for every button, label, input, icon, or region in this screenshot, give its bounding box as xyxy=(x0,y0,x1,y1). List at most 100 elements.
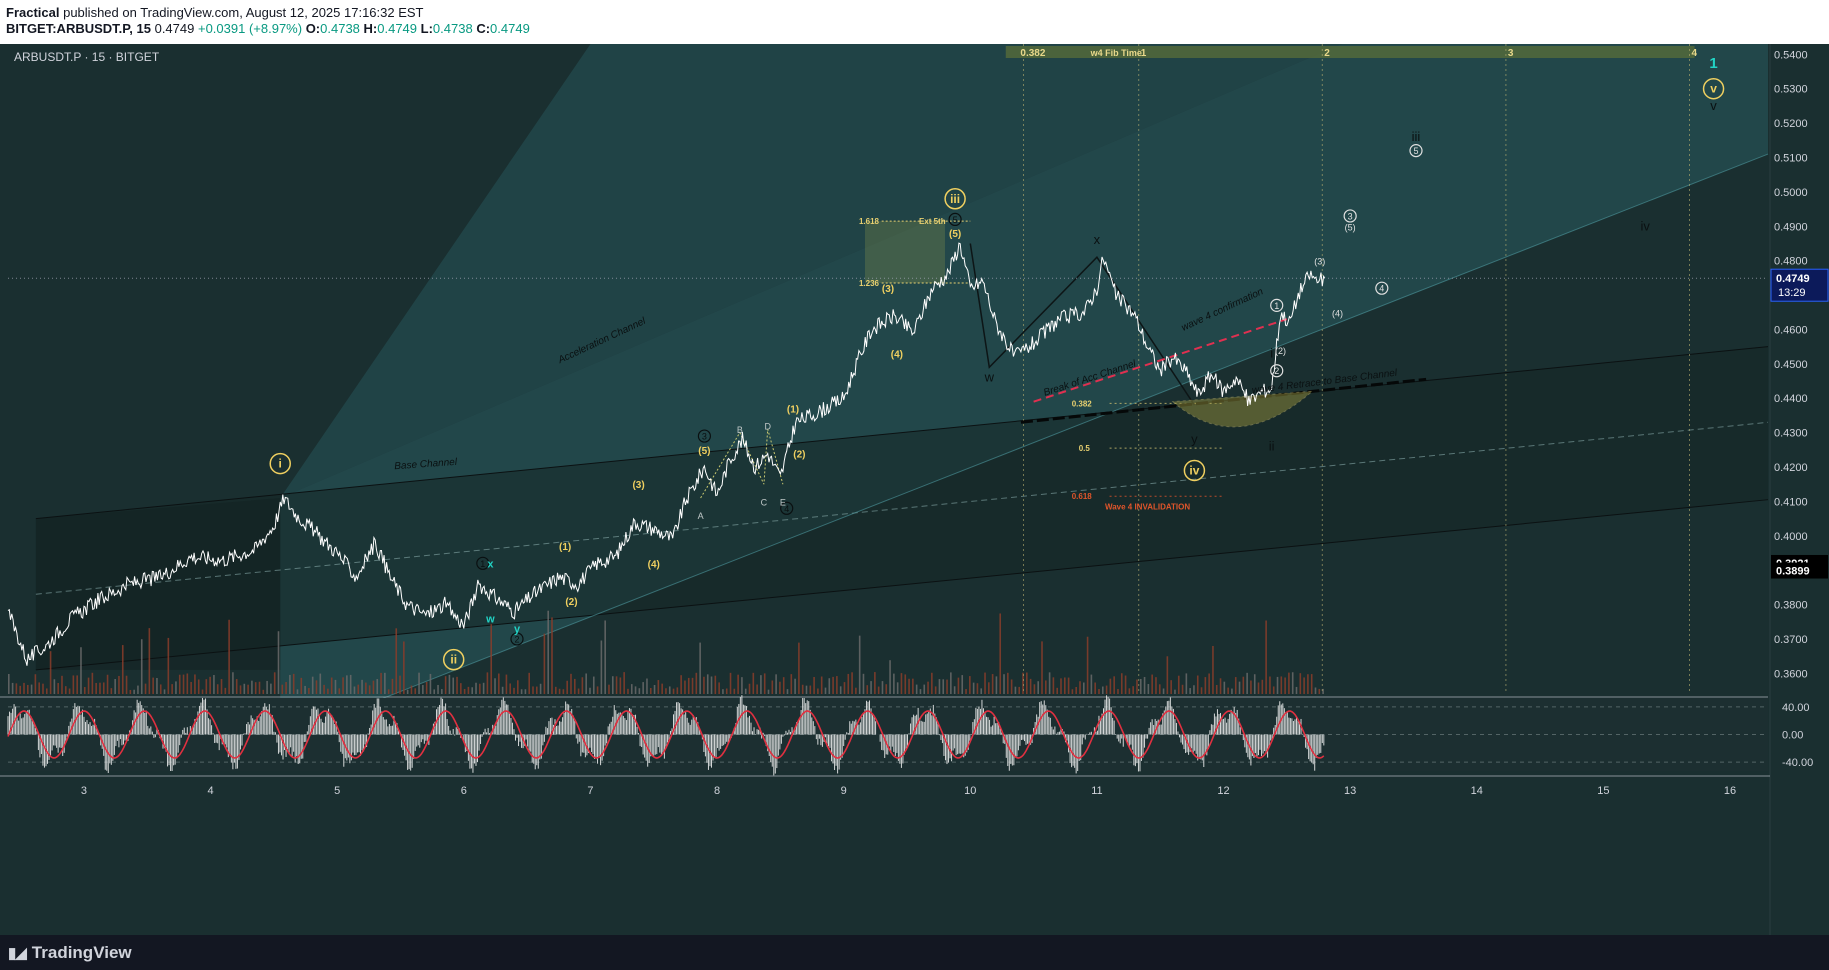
volume-bar xyxy=(1193,685,1195,694)
wave-label: i xyxy=(279,457,282,471)
volume-bar xyxy=(1257,682,1260,694)
volume-bar xyxy=(224,687,227,694)
volume-bar xyxy=(737,674,739,694)
volume-bar xyxy=(175,681,177,694)
wave-label: (2) xyxy=(1275,346,1286,356)
volume-bar xyxy=(980,688,983,694)
volume-bar xyxy=(684,680,686,694)
volume-bar xyxy=(969,676,971,694)
channels-layer xyxy=(35,44,1769,740)
volume-bar xyxy=(794,678,796,694)
volume-bar xyxy=(729,672,732,694)
volume-bar xyxy=(573,678,576,694)
volume-bar xyxy=(368,685,371,694)
price-tick-label: 0.3600 xyxy=(1774,668,1808,680)
volume-bar xyxy=(251,680,253,694)
chart-title: ARBUSDT.P · 15 · BITGET xyxy=(14,50,160,64)
volume-bar xyxy=(330,677,333,694)
time-tick-label: 4 xyxy=(208,785,214,797)
volume-bar xyxy=(277,631,280,694)
volume-bar xyxy=(501,686,504,694)
volume-bar xyxy=(520,689,523,694)
wave-label: D xyxy=(764,422,771,432)
volume-bar xyxy=(820,676,823,694)
time-tick-label: 16 xyxy=(1724,785,1736,797)
volume-bar xyxy=(490,624,493,694)
wave-label-ring xyxy=(697,429,712,443)
volume-bar xyxy=(1276,676,1279,694)
volume-bar xyxy=(1064,677,1066,694)
volume-bar xyxy=(851,672,853,694)
volume-bar xyxy=(611,676,614,694)
volume-bar xyxy=(125,675,128,694)
fib-time-label: 0.382 xyxy=(1020,48,1045,59)
volume-bar xyxy=(528,672,531,694)
volume-bar xyxy=(1124,675,1127,694)
volume-bar xyxy=(1033,684,1036,694)
price-tick-label: 0.5200 xyxy=(1774,118,1808,130)
volume-bar xyxy=(106,674,109,694)
author-name[interactable]: Fractical xyxy=(6,5,60,20)
volume-bar xyxy=(763,673,766,694)
price-change: +0.0391 (+8.97%) xyxy=(197,21,303,36)
volume-bar xyxy=(600,640,603,694)
volume-bar xyxy=(1022,672,1024,694)
fib-label: Ext 5th xyxy=(919,217,946,226)
volume-bar xyxy=(353,686,356,694)
volume-bar xyxy=(931,672,933,694)
volume-bar xyxy=(653,684,656,694)
volume-bar xyxy=(1185,673,1188,694)
volume-bar xyxy=(87,677,90,694)
current-price-value: 0.4749 xyxy=(1776,273,1810,285)
volume-bar xyxy=(232,672,234,694)
volume-bar xyxy=(532,686,534,694)
price-tick-label: 0.5100 xyxy=(1774,152,1808,164)
volume-bar xyxy=(619,677,622,694)
wave-label-ring xyxy=(476,556,490,570)
volume-bar xyxy=(406,689,409,694)
volume-bar xyxy=(1071,689,1074,694)
price-tick-label: 0.5400 xyxy=(1774,49,1808,61)
volume-bar xyxy=(1215,684,1218,694)
high-value: 0.4749 xyxy=(377,21,418,36)
oscillator-pane xyxy=(0,695,1768,776)
volume-bar xyxy=(1223,681,1226,694)
volume-bar xyxy=(304,685,306,694)
tradingview-logo[interactable]: ▮◢ TradingView xyxy=(8,943,132,963)
volume-bar xyxy=(266,680,268,694)
volume-bar xyxy=(725,688,728,694)
volume-bar xyxy=(900,673,903,694)
volume-bar xyxy=(1029,678,1032,694)
volume-bar xyxy=(722,689,724,694)
volume-bar xyxy=(1128,688,1131,694)
volume-bar xyxy=(205,679,208,694)
volume-bar xyxy=(1117,689,1119,694)
volume-bar xyxy=(570,673,572,694)
volume-bar xyxy=(403,641,405,694)
volume-bar xyxy=(965,689,967,694)
volume-bar xyxy=(733,688,736,694)
volume-bar xyxy=(270,683,272,694)
wave-label: (2) xyxy=(565,597,577,608)
volume-bar xyxy=(486,672,489,694)
volume-bar xyxy=(839,686,842,694)
volume-bar xyxy=(475,682,477,694)
volume-bar xyxy=(1291,672,1294,694)
volume-bar xyxy=(1109,678,1112,694)
volume-bar xyxy=(315,680,318,694)
channel-label: Base Channel xyxy=(394,457,458,472)
volume-bar xyxy=(919,689,922,694)
volume-bar xyxy=(672,688,675,694)
volume-bar xyxy=(1246,672,1248,694)
open-value: 0.4738 xyxy=(320,21,360,36)
volume-bar xyxy=(460,683,462,694)
volume-bar xyxy=(1200,687,1203,694)
volume-bar xyxy=(186,673,189,694)
volume-bar xyxy=(760,675,762,694)
wave-label: (4) xyxy=(648,559,660,570)
fib-label: Wave 4 INVALIDATION xyxy=(1105,503,1190,512)
wave-label: 4 xyxy=(784,504,789,514)
wave-label: iv xyxy=(1640,218,1650,233)
volume-bar xyxy=(1090,674,1093,694)
